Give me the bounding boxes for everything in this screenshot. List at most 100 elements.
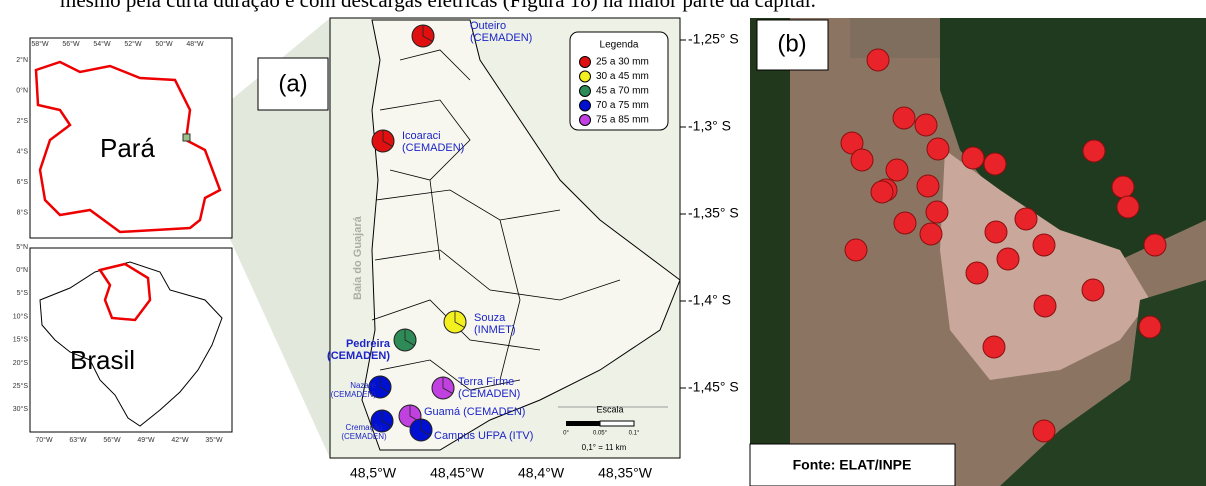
lightning-point	[1081, 278, 1105, 302]
station-label: (CEMADEN)	[402, 142, 464, 154]
lightning-point	[982, 335, 1006, 359]
lightning-point	[850, 148, 874, 172]
y-tick-label: 8°S	[17, 208, 29, 216]
station-label: Icoaraci	[402, 130, 441, 142]
caption: mesmo pela curta duração e com descargas…	[60, 0, 816, 12]
legend-swatch	[579, 85, 591, 97]
water-label: Baía do Guajará	[352, 215, 364, 300]
lightning-point	[996, 247, 1020, 271]
y-tick-label: 10°S	[13, 312, 29, 320]
panel-tag: (a)	[278, 70, 307, 97]
lightning-point	[1143, 233, 1167, 257]
tag-box	[257, 57, 329, 111]
lightning-point	[840, 131, 864, 155]
y-tick-label: 2°N	[16, 56, 28, 64]
station-sector	[381, 409, 394, 428]
y-tick-label: 4°S	[17, 147, 29, 155]
station-label: (CEMADEN)	[327, 350, 390, 362]
station-label: Outeiro	[470, 20, 506, 32]
y-tick-label: 15°S	[13, 336, 29, 344]
scale-bar	[566, 421, 600, 426]
station-sector	[442, 376, 455, 395]
lightning-point	[925, 200, 949, 224]
y-tick-label: 0°N	[16, 86, 28, 94]
lightning-point	[844, 238, 868, 262]
x-tick-label: 52°W	[124, 40, 142, 48]
lightning-point	[1082, 139, 1106, 163]
x-tick-label: 63°W	[69, 436, 87, 444]
x-tick-label: 48,5°W	[350, 465, 397, 481]
station-label: Terra Firme	[458, 376, 514, 388]
station-sector	[404, 328, 417, 347]
station-label: Cremação	[346, 423, 383, 432]
legend-label: 70 a 75 mm	[596, 100, 649, 111]
y-tick-label: 5°S	[17, 289, 29, 297]
lightning-point	[914, 113, 938, 137]
x-tick-label: 49°W	[137, 436, 155, 444]
belem-marker	[182, 133, 191, 142]
y-tick-label: 2°S	[17, 117, 29, 125]
lightning-point	[1032, 419, 1056, 443]
station-label: (CEMADEN)	[341, 432, 387, 441]
legend-swatch	[579, 114, 591, 126]
station-label: Guamá (CEMADEN)	[424, 406, 525, 418]
scale-note: 0,1° = 11 km	[582, 443, 627, 452]
legend-title: Legenda	[600, 40, 639, 51]
station-sector	[422, 24, 435, 43]
y-tick-label: 5°N	[16, 243, 28, 251]
lightning-point	[885, 158, 909, 182]
station-sector	[382, 129, 395, 148]
y-tick-label: 30°S	[13, 405, 29, 413]
para-label: Pará	[100, 133, 155, 163]
municipality	[361, 19, 681, 451]
station-label: Campus UFPA (ITV)	[434, 430, 533, 442]
y-tick-label: -1,45° S	[688, 379, 739, 395]
legend-label: 75 a 85 mm	[596, 115, 649, 126]
source: Fonte: ELAT/INPE	[793, 457, 912, 473]
x-tick-label: 50°W	[155, 40, 173, 48]
y-tick-label: 6°S	[17, 178, 29, 186]
station-sector	[379, 375, 392, 394]
legend-swatch	[579, 56, 591, 68]
legend-swatch	[579, 99, 591, 112]
x-tick-label: 58°W	[31, 40, 49, 48]
x-tick-label: 54°W	[93, 40, 111, 48]
lightning-points	[840, 48, 1167, 443]
lightning-point	[1032, 233, 1056, 257]
station-label: Souza	[474, 312, 506, 324]
y-tick-label: 25°S	[13, 382, 29, 390]
lightning-point	[916, 174, 940, 198]
station-sector	[454, 310, 467, 329]
brasil-label: Brasil	[70, 345, 135, 375]
x-tick-label: 48,4°W	[518, 465, 565, 481]
station-sector	[420, 418, 433, 437]
scale-tick: 0°	[563, 431, 569, 437]
y-tick-label: -1,4° S	[688, 292, 731, 308]
station-label: (INMET)	[474, 324, 516, 336]
legend-box	[569, 31, 669, 131]
lightning-point	[926, 137, 950, 161]
lightning-point	[893, 211, 917, 235]
station-label: (CEMADEN)	[458, 388, 520, 400]
y-tick-label: -1,35° S	[688, 205, 739, 221]
legend-swatch	[579, 70, 591, 83]
lightning-point	[965, 261, 989, 285]
x-tick-label: 56°W	[103, 436, 121, 444]
station-label: Nazaré	[350, 381, 376, 390]
legend-label: 30 a 45 mm	[596, 71, 649, 82]
para-outline	[34, 60, 222, 234]
lightning-point	[866, 48, 890, 72]
lightning-point	[1138, 315, 1162, 339]
y-tick-label: 0°N	[16, 266, 28, 274]
station-label: (CEMADEN)	[470, 32, 532, 44]
lightning-point	[1111, 175, 1135, 199]
satellite-image	[750, 18, 1206, 486]
x-tick-label: 70°W	[35, 436, 53, 444]
para-in-brasil	[97, 262, 152, 322]
x-tick-label: 35°W	[205, 436, 223, 444]
lightning-point	[983, 152, 1007, 176]
x-tick-label: 48,45°W	[430, 465, 485, 481]
lightning-point	[1116, 195, 1140, 219]
legend-label: 45 a 70 mm	[596, 86, 649, 97]
